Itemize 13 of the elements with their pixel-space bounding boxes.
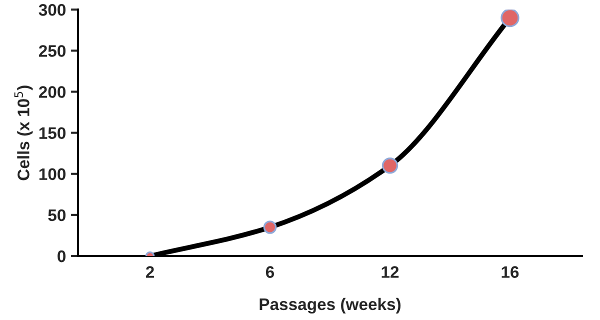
y-tick-label: 300 [38,4,66,16]
x-tick-label: 12 [382,266,399,278]
x-tick-label: 2 [146,266,154,278]
y-tick-label: 250 [38,45,66,57]
y-tick-label: 50 [48,209,66,222]
x-tick-label: 6 [266,266,274,278]
y-tick-label: 100 [39,168,66,180]
y-tick-label: 200 [38,86,66,98]
y-tick-label: 0 [58,250,66,262]
x-axis-title: Passages (weeks) [260,298,401,314]
x-tick-label: 16 [502,266,519,278]
y-axis-title: Cells (x 10$^{5}$) [14,86,33,180]
y-tick-label: 150 [39,127,66,140]
